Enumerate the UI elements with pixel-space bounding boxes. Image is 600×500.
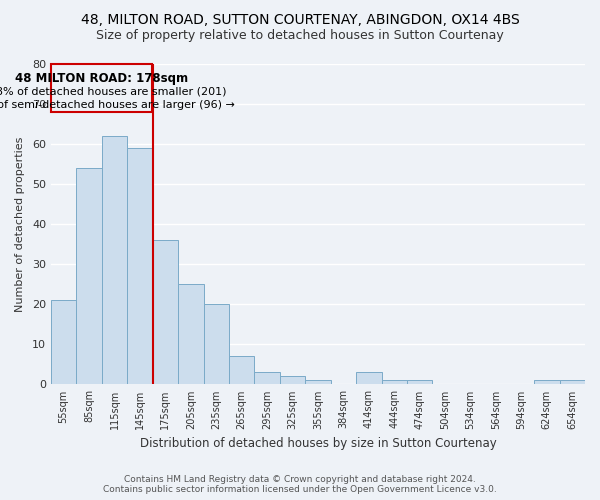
- Bar: [229, 356, 254, 384]
- Bar: [178, 284, 203, 384]
- Bar: [51, 300, 76, 384]
- Bar: [356, 372, 382, 384]
- Text: Size of property relative to detached houses in Sutton Courtenay: Size of property relative to detached ho…: [96, 29, 504, 42]
- Bar: [76, 168, 102, 384]
- Y-axis label: Number of detached properties: Number of detached properties: [15, 136, 25, 312]
- Bar: [407, 380, 433, 384]
- Bar: [534, 380, 560, 384]
- Bar: [127, 148, 152, 384]
- Bar: [382, 380, 407, 384]
- X-axis label: Distribution of detached houses by size in Sutton Courtenay: Distribution of detached houses by size …: [140, 437, 496, 450]
- Bar: [254, 372, 280, 384]
- Bar: [203, 304, 229, 384]
- Bar: [102, 136, 127, 384]
- Text: 48, MILTON ROAD, SUTTON COURTENAY, ABINGDON, OX14 4BS: 48, MILTON ROAD, SUTTON COURTENAY, ABING…: [80, 12, 520, 26]
- Text: 48 MILTON ROAD: 178sqm: 48 MILTON ROAD: 178sqm: [15, 72, 188, 85]
- Text: ← 68% of detached houses are smaller (201): ← 68% of detached houses are smaller (20…: [0, 86, 227, 96]
- Bar: [280, 376, 305, 384]
- Bar: [305, 380, 331, 384]
- Text: Contains HM Land Registry data © Crown copyright and database right 2024.: Contains HM Land Registry data © Crown c…: [124, 475, 476, 484]
- Text: Contains public sector information licensed under the Open Government Licence v3: Contains public sector information licen…: [103, 485, 497, 494]
- Bar: [152, 240, 178, 384]
- Bar: [560, 380, 585, 384]
- Bar: [51, 64, 152, 112]
- Text: 32% of semi-detached houses are larger (96) →: 32% of semi-detached houses are larger (…: [0, 100, 235, 110]
